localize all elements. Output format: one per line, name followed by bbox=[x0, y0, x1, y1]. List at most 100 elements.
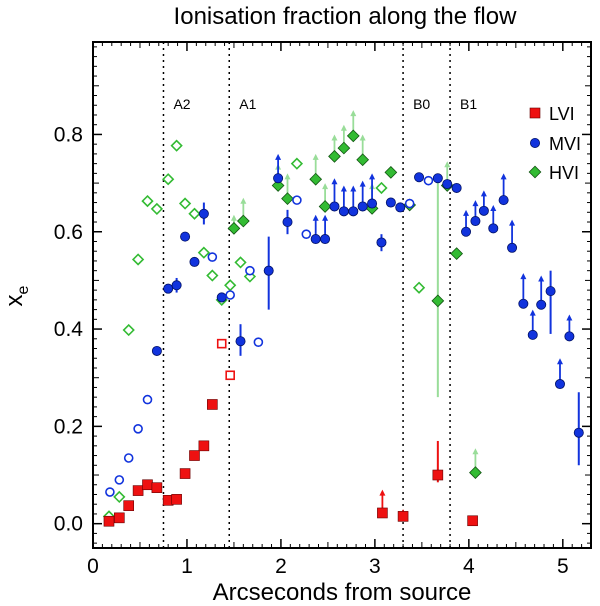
hvi-limit-arrow-head bbox=[350, 110, 357, 117]
legend-marker-lvi bbox=[529, 107, 541, 119]
hvi-point bbox=[450, 247, 463, 261]
lvi-limit-arrow-head bbox=[379, 489, 386, 496]
x-tick-label: 1 bbox=[181, 555, 193, 578]
y-axis-label-subscript: e bbox=[15, 285, 32, 294]
mvi-point bbox=[518, 298, 529, 309]
hvi-point bbox=[236, 214, 250, 228]
mvi-limit-arrow-head bbox=[556, 358, 563, 365]
mvi-point bbox=[310, 234, 321, 245]
hvi-point bbox=[178, 197, 192, 210]
y-tick-label: 0.2 bbox=[54, 415, 83, 438]
mvi-point bbox=[207, 252, 218, 262]
series-lvi bbox=[103, 338, 478, 527]
legend: LVI MVI HVI bbox=[528, 104, 581, 183]
mvi-point bbox=[198, 208, 209, 219]
plot-area: 0 1 2 3 4 5 0.0 0.2 0.4 0.6 0.8 A2 A1 B0 B1 bbox=[54, 41, 592, 578]
mvi-point bbox=[180, 231, 191, 242]
mvi-point bbox=[498, 195, 509, 206]
lvi-point bbox=[397, 511, 409, 522]
mvi-point bbox=[151, 345, 162, 356]
hvi-point bbox=[162, 173, 175, 186]
series-hvi bbox=[102, 110, 482, 523]
mvi-point bbox=[357, 201, 368, 212]
hvi-point bbox=[234, 256, 247, 269]
mvi-point bbox=[123, 453, 134, 463]
hvi-point bbox=[281, 192, 294, 206]
hvi-point bbox=[197, 246, 211, 259]
mvi-point bbox=[142, 394, 153, 405]
hvi-point bbox=[356, 153, 370, 167]
mvi-point bbox=[133, 423, 143, 434]
hvi-point bbox=[318, 200, 332, 213]
mvi-point bbox=[414, 172, 425, 183]
mvi-limit-arrow-head bbox=[331, 178, 338, 185]
hvi-limit-arrow-head bbox=[472, 448, 479, 455]
hvi-limit-arrow-head bbox=[331, 134, 338, 141]
mvi-point bbox=[545, 286, 556, 297]
y-tick-label: 0.8 bbox=[54, 123, 83, 146]
mvi-point bbox=[114, 475, 125, 485]
hvi-point bbox=[188, 207, 201, 220]
mvi-point bbox=[282, 217, 293, 228]
hvi-point bbox=[122, 323, 135, 337]
x-axis-label: Arcseconds from source bbox=[213, 579, 472, 606]
y-tick-label: 0.6 bbox=[54, 221, 83, 244]
mvi-limit-arrow-head bbox=[359, 180, 366, 187]
hvi-point bbox=[328, 149, 341, 163]
mvi-point bbox=[273, 173, 284, 184]
hvi-point bbox=[131, 253, 145, 266]
hvi-limit-arrow-head bbox=[240, 197, 247, 204]
x-tick-label: 4 bbox=[463, 555, 475, 578]
lvi-point bbox=[132, 485, 144, 496]
lvi-point bbox=[467, 515, 478, 527]
legend-item-lvi: LVI bbox=[529, 104, 575, 124]
mvi-point bbox=[564, 331, 575, 342]
lvi-point bbox=[142, 479, 153, 491]
mvi-point bbox=[470, 216, 481, 227]
mvi-limit-arrow-head bbox=[322, 214, 329, 221]
legend-label-mvi: MVI bbox=[549, 134, 581, 154]
mvi-point bbox=[395, 202, 406, 213]
mvi-point bbox=[292, 195, 302, 205]
lvi-point bbox=[171, 494, 182, 505]
mvi-point bbox=[376, 237, 387, 248]
mvi-point bbox=[488, 223, 499, 234]
hvi-point bbox=[346, 129, 360, 143]
region-label-a1: A1 bbox=[239, 96, 256, 112]
mvi-limit-arrow-head bbox=[509, 219, 516, 226]
y-axis-label-main: x bbox=[1, 294, 28, 306]
region-label-b0: B0 bbox=[413, 96, 430, 112]
mvi-limit-arrow-head bbox=[350, 185, 357, 192]
axis-ticks: 0 1 2 3 4 5 0.0 0.2 0.4 0.6 0.8 bbox=[54, 42, 592, 578]
mvi-point bbox=[245, 265, 255, 276]
hvi-point bbox=[170, 139, 183, 152]
hvi-limit-arrow-head bbox=[284, 173, 291, 180]
region-label-b1: B1 bbox=[460, 96, 477, 112]
mvi-point bbox=[478, 205, 489, 216]
lvi-point bbox=[225, 370, 235, 381]
mvi-limit-arrow-head bbox=[520, 273, 527, 280]
lvi-point bbox=[189, 450, 200, 461]
mvi-point bbox=[348, 206, 359, 217]
mvi-point bbox=[527, 329, 538, 340]
x-tick-label: 3 bbox=[369, 555, 381, 578]
hvi-limit-arrow-head bbox=[444, 161, 451, 168]
mvi-limit-arrow-head bbox=[472, 200, 479, 207]
hvi-point bbox=[309, 172, 323, 186]
series-mvi bbox=[105, 153, 584, 497]
mvi-point bbox=[225, 290, 235, 300]
hvi-point bbox=[113, 490, 126, 504]
mvi-point bbox=[189, 256, 200, 267]
lvi-point bbox=[198, 440, 210, 452]
mvi-point bbox=[235, 336, 246, 347]
mvi-limit-arrow-head bbox=[369, 173, 376, 180]
lvi-point bbox=[114, 512, 125, 524]
mvi-point bbox=[573, 427, 584, 438]
plot-frame bbox=[92, 41, 592, 549]
x-tick-label: 5 bbox=[557, 555, 569, 578]
y-tick-label: 0.0 bbox=[54, 513, 83, 536]
mvi-limit-arrow-head bbox=[500, 173, 507, 180]
mvi-point bbox=[554, 379, 565, 390]
hvi-point bbox=[412, 281, 426, 294]
mvi-point bbox=[423, 175, 434, 186]
